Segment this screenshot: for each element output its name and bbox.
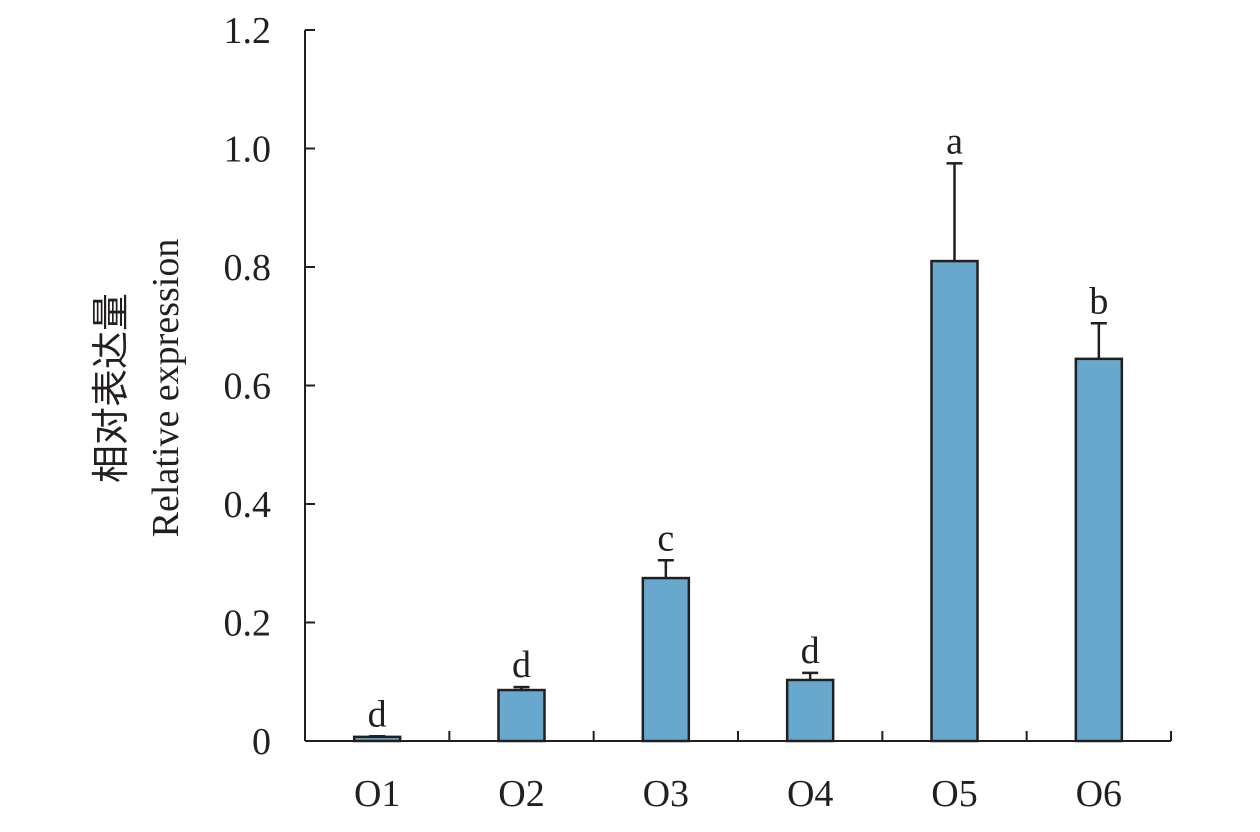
y-tick-label: 0.2 xyxy=(224,603,272,645)
bar-o3 xyxy=(641,576,691,743)
x-tick-label: O1 xyxy=(354,773,400,815)
x-tick-label: O5 xyxy=(931,773,977,815)
y-axis-title: 相对表达量 Relative expression xyxy=(91,239,187,538)
bar-o2 xyxy=(497,688,546,743)
significance-letter: a xyxy=(946,120,963,162)
y-tick-label: 0 xyxy=(252,721,271,763)
y-tick-label: 0.6 xyxy=(224,366,272,408)
y-tick-label: 0.8 xyxy=(224,247,272,289)
bars xyxy=(352,259,1124,743)
axes xyxy=(304,30,1171,742)
y-axis-label-english: Relative expression xyxy=(145,239,187,538)
x-tick-label: O2 xyxy=(498,773,544,815)
y-ticks: 0 0.2 0.4 0.6 0.8 1.0 1.2 xyxy=(224,10,315,763)
error-bars xyxy=(369,162,1107,738)
bar-o5 xyxy=(930,259,979,743)
significance-letter: b xyxy=(1089,280,1108,322)
significance-letter: d xyxy=(801,630,820,672)
y-tick-label: 0.4 xyxy=(224,484,272,526)
x-tick-label: O6 xyxy=(1076,773,1122,815)
x-tick-label: O3 xyxy=(643,773,689,815)
bar-o4 xyxy=(785,678,835,743)
y-tick-label: 1.2 xyxy=(224,10,272,52)
significance-letters: d d c d a b xyxy=(368,120,1109,735)
x-tick-label: O4 xyxy=(787,773,833,815)
y-axis-label-chinese: 相对表达量 xyxy=(91,293,133,483)
significance-letter: d xyxy=(368,693,387,735)
significance-letter: d xyxy=(512,644,531,686)
bar-o6 xyxy=(1074,357,1124,743)
significance-letter: c xyxy=(657,517,674,559)
x-ticks: O1 O2 O3 O4 O5 O6 xyxy=(354,731,1172,815)
y-tick-label: 1.0 xyxy=(224,129,272,171)
